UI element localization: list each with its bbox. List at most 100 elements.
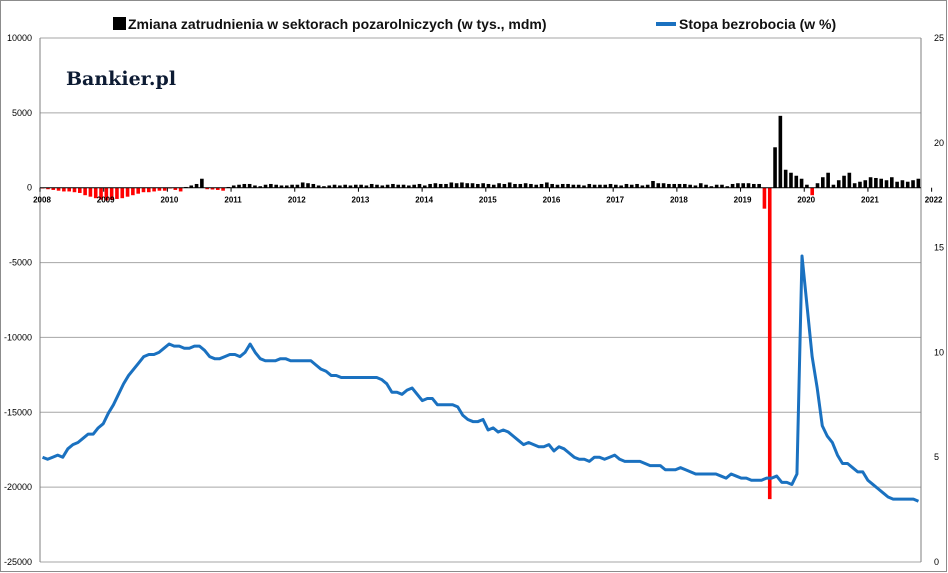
- employment-bar: [614, 184, 618, 188]
- employment-bar: [661, 183, 666, 188]
- employment-bar: [704, 184, 708, 188]
- right-axis-ticks: 25 20 15 10 5 0: [934, 33, 944, 567]
- employment-bar: [109, 187, 114, 200]
- employment-bar: [486, 183, 491, 188]
- employment-bar: [385, 184, 390, 188]
- employment-bar: [783, 169, 788, 188]
- employment-bar: [78, 187, 82, 193]
- employment-bar: [99, 187, 103, 200]
- employment-bar: [645, 184, 650, 188]
- left-tick-label: -25000: [4, 557, 32, 567]
- employment-bar: [810, 187, 815, 196]
- employment-bar: [93, 187, 98, 199]
- employment-bar: [502, 183, 507, 188]
- x-tick-label: 2016: [543, 196, 561, 205]
- employment-bar: [162, 187, 167, 191]
- employment-bar: [348, 185, 353, 188]
- employment-bar: [767, 187, 772, 500]
- employment-bar: [805, 184, 809, 188]
- employment-bar: [364, 185, 369, 188]
- unemployment-line: [41, 254, 920, 503]
- employment-bar: [62, 187, 66, 192]
- employment-bar: [539, 183, 544, 188]
- employment-bar: [295, 184, 300, 188]
- employment-bar: [672, 183, 677, 188]
- employment-bar: [380, 185, 385, 188]
- employment-bar: [481, 183, 485, 188]
- employment-bar: [83, 187, 87, 196]
- employment-bar: [608, 183, 613, 188]
- right-tick-label: 20: [934, 138, 944, 148]
- x-tick-label: 2017: [606, 196, 624, 205]
- employment-bar: [221, 187, 225, 191]
- employment-bar: [688, 184, 692, 188]
- employment-bar: [412, 184, 416, 188]
- employment-bar: [152, 187, 156, 192]
- employment-bar: [683, 183, 687, 188]
- legend-line-label: Stopa bezrobocia (w %): [679, 16, 836, 32]
- employment-bar: [550, 183, 554, 188]
- employment-bar: [178, 187, 183, 192]
- left-axis-ticks: 10000 5000 0 -5000 -10000 -15000 -20000 -25000: [4, 33, 32, 567]
- right-tick-label: 10: [934, 347, 944, 357]
- employment-bar: [863, 180, 868, 188]
- left-tick-label: -20000: [4, 482, 32, 492]
- x-tick-label: 2012: [288, 196, 306, 205]
- employment-bar: [491, 184, 496, 188]
- employment-bar: [752, 183, 756, 188]
- employment-bar: [576, 184, 581, 188]
- employment-bar: [879, 178, 883, 188]
- employment-bar: [88, 187, 93, 197]
- employment-bar: [619, 185, 623, 188]
- employment-bar: [369, 183, 374, 188]
- employment-bar: [507, 182, 512, 188]
- employment-bar: [513, 183, 517, 188]
- x-tick-label: 2019: [734, 196, 752, 205]
- employment-bar: [635, 183, 639, 188]
- left-tick-label: -15000: [4, 407, 32, 417]
- employment-bar: [316, 185, 321, 188]
- x-tick-label: 2008: [33, 196, 51, 205]
- employment-bar: [343, 184, 347, 188]
- employment-bar: [497, 183, 501, 188]
- employment-bar: [534, 184, 539, 188]
- employment-bar: [624, 183, 629, 188]
- x-tick-label: 2009: [97, 196, 115, 205]
- employment-bar: [237, 184, 241, 188]
- employment-bar: [454, 183, 459, 188]
- employment-bar: [571, 184, 576, 188]
- left-tick-label: -10000: [4, 332, 32, 342]
- left-tick-label: 5000: [12, 108, 32, 118]
- employment-bar: [640, 185, 645, 188]
- employment-bar: [173, 187, 178, 190]
- employment-bar: [916, 178, 921, 188]
- employment-bar: [428, 183, 432, 188]
- x-axis-ticks: 2008 2009 2010 2011 2012 2013 2014 2015 2016 2017…: [33, 187, 943, 205]
- employment-bar: [253, 185, 257, 188]
- employment-bar: [603, 184, 608, 188]
- employment-bar: [274, 184, 278, 188]
- employment-bar: [518, 183, 523, 188]
- x-tick-label: 2020: [797, 196, 815, 205]
- employment-bar: [407, 185, 411, 188]
- employment-bar: [794, 175, 799, 188]
- legend-bar-swatch: [113, 17, 126, 30]
- employment-bar: [422, 185, 427, 188]
- employment-bar: [200, 178, 204, 188]
- employment-bar: [789, 172, 793, 188]
- employment-bar: [205, 187, 209, 190]
- employment-bar: [773, 147, 777, 188]
- employment-bars: [40, 115, 921, 500]
- employment-bar: [210, 187, 215, 190]
- employment-bar: [189, 185, 194, 188]
- employment-bar: [545, 182, 549, 188]
- employment-bar: [821, 177, 825, 188]
- right-tick-label: 15: [934, 243, 944, 253]
- x-tick-label: 2014: [415, 196, 433, 205]
- employment-bar: [51, 187, 56, 190]
- employment-bar: [332, 184, 337, 188]
- x-tick-label: 2015: [479, 196, 497, 205]
- employment-bar: [523, 183, 528, 188]
- employment-bar: [762, 187, 767, 209]
